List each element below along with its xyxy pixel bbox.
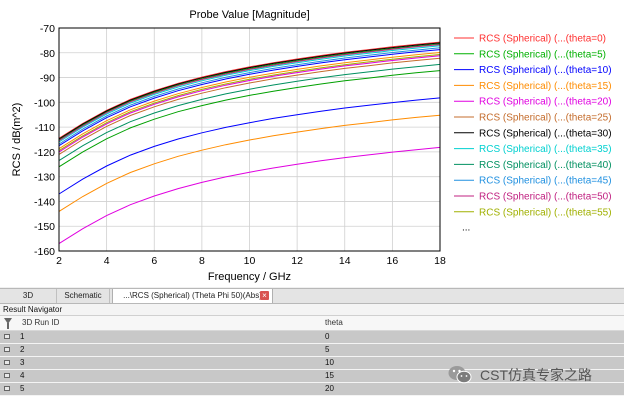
tab-3d[interactable]: 3D xyxy=(0,289,57,303)
series-line xyxy=(58,45,441,143)
y-tick-label: -140 xyxy=(34,196,55,208)
tab-bar: 3D Schematic ...\RCS (Spherical) (Theta … xyxy=(0,288,624,314)
column-header-run-id[interactable]: 3D Run ID xyxy=(22,318,60,327)
theta-cell: 0 xyxy=(325,332,330,341)
theta-cell: 5 xyxy=(325,345,330,354)
run-id-cell: 1 xyxy=(20,332,25,341)
watermark-text: CST仿真专家之路 xyxy=(480,367,592,383)
series-line xyxy=(58,44,441,142)
legend-entry: RCS (Spherical) (...(theta=15) xyxy=(479,81,612,92)
y-tick-label: -70 xyxy=(40,23,55,35)
legend-entry: RCS (Spherical) (...(theta=45) xyxy=(479,176,612,187)
y-tick-label: -90 xyxy=(40,73,55,85)
y-tick-label: -150 xyxy=(34,221,55,233)
row-link-icon xyxy=(4,360,10,365)
legend-entry: RCS (Spherical) (...(theta=55) xyxy=(479,207,612,218)
run-id-cell: 2 xyxy=(20,345,25,354)
series-line xyxy=(58,49,441,147)
series-line xyxy=(58,57,441,155)
x-tick-label: 2 xyxy=(56,255,62,267)
series-line xyxy=(58,70,441,168)
rcs-chart: 2 4 6 8 10 12 14 16 18 -70 -80 -90 -100 -110 -120 -130 -… xyxy=(11,9,612,283)
legend-entry: RCS (Spherical) (...(theta=0) xyxy=(479,34,606,45)
x-tick-label: 18 xyxy=(434,255,446,267)
y-tick-label: -120 xyxy=(34,147,55,159)
series-line xyxy=(58,114,441,212)
y-tick-label: -130 xyxy=(34,172,55,184)
wechat-icon xyxy=(448,366,472,384)
y-tick-label: -110 xyxy=(35,122,55,134)
series-line xyxy=(58,42,441,140)
series-line xyxy=(58,52,441,150)
x-tick-label: 16 xyxy=(387,255,399,267)
y-tick-label: -100 xyxy=(34,97,55,109)
legend-entry: RCS (Spherical) (...(theta=5) xyxy=(479,49,606,60)
plot-border xyxy=(58,27,441,252)
legend-entry: RCS (Spherical) (...(theta=25) xyxy=(479,113,612,124)
x-tick-label: 8 xyxy=(199,255,205,267)
row-link-icon xyxy=(4,373,10,378)
row-link-icon xyxy=(4,334,10,339)
table-header: 3D Run ID theta xyxy=(0,316,624,331)
series-line xyxy=(58,97,441,195)
legend-more: ... xyxy=(462,223,470,234)
x-tick-label: 6 xyxy=(151,255,157,267)
series-line xyxy=(58,146,441,245)
series-line xyxy=(58,41,441,139)
watermark: CST仿真专家之路 xyxy=(448,363,618,387)
table-row[interactable]: 1 0 xyxy=(0,331,624,344)
series-line xyxy=(58,54,441,152)
x-axis-label: Frequency / GHz xyxy=(208,271,291,283)
close-icon[interactable]: × xyxy=(260,291,269,300)
x-tick-label: 14 xyxy=(339,255,351,267)
legend-entry: RCS (Spherical) (...(theta=40) xyxy=(479,160,612,171)
y-axis-label: RCS / dB(m^2) xyxy=(11,103,23,177)
tab-schematic[interactable]: Schematic xyxy=(57,289,110,303)
theta-cell: 10 xyxy=(325,358,334,367)
series-line xyxy=(58,55,441,153)
column-header-theta[interactable]: theta xyxy=(325,318,343,327)
result-navigator-title: Result Navigator xyxy=(0,304,624,316)
run-id-cell: 3 xyxy=(20,358,25,367)
run-id-cell: 5 xyxy=(20,384,25,393)
theta-cell: 20 xyxy=(325,384,334,393)
legend-entry: RCS (Spherical) (...(theta=10) xyxy=(479,65,612,76)
legend-entry: RCS (Spherical) (...(theta=30) xyxy=(479,128,612,139)
tab-3d-label: 3D xyxy=(22,291,34,300)
y-tick-label: -160 xyxy=(34,246,55,258)
x-tick-label: 4 xyxy=(104,255,110,267)
legend-entry: RCS (Spherical) (...(theta=20) xyxy=(479,97,612,108)
run-id-cell: 4 xyxy=(20,371,25,380)
table-row[interactable]: 2 5 xyxy=(0,344,624,357)
tab-schematic-label: Schematic xyxy=(64,291,102,300)
series-line xyxy=(58,43,441,141)
tab-rcs-plot[interactable]: ...\RCS (Spherical) (Theta Phi 50)(Abs) … xyxy=(112,289,273,314)
result-navigator-table: 3D Run ID theta 1 0 2 5 3 10 4 15 5 20 xyxy=(0,316,624,402)
table-row[interactable]: 3 10 xyxy=(0,357,624,370)
series-line xyxy=(58,63,441,162)
filter-icon[interactable] xyxy=(4,318,12,329)
chart-title: Probe Value [Magnitude] xyxy=(189,9,309,21)
row-link-icon xyxy=(4,347,10,352)
legend-entry: RCS (Spherical) (...(theta=35) xyxy=(479,144,612,155)
theta-cell: 15 xyxy=(325,371,334,380)
table-row[interactable]: 5 20 xyxy=(0,383,624,396)
row-link-icon xyxy=(4,386,10,391)
x-tick-label: 12 xyxy=(291,255,303,267)
series-line xyxy=(58,47,441,145)
legend-entry: RCS (Spherical) (...(theta=50) xyxy=(479,192,612,203)
x-tick-label: 10 xyxy=(244,255,256,267)
y-tick-label: -80 xyxy=(40,48,55,60)
plot-area: 2 4 6 8 10 12 14 16 18 -70 -80 -90 -100 -110 -120 -130 -… xyxy=(0,0,624,287)
